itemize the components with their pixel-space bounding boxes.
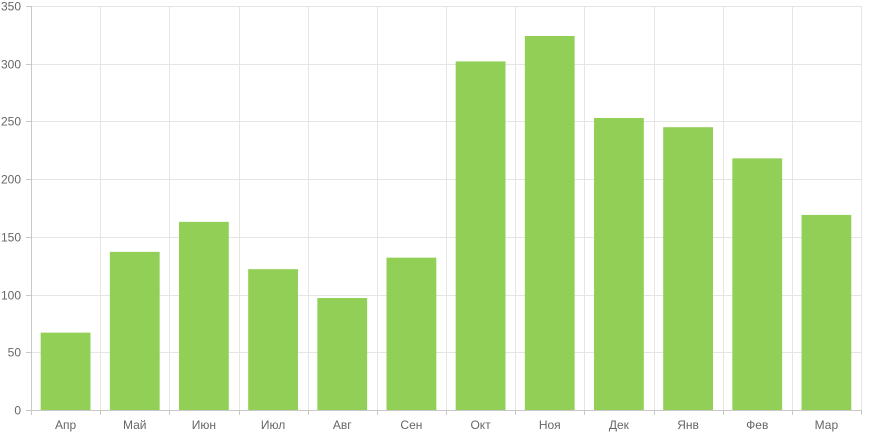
x-tick-label: Дек	[609, 418, 630, 432]
x-tick-label: Июн	[192, 418, 216, 432]
bar-2	[109, 251, 160, 410]
y-tick-label: 0	[14, 404, 21, 418]
x-tick-label: Авг	[333, 418, 352, 432]
chart-grid	[31, 6, 862, 411]
y-tick-label: 100	[1, 289, 21, 303]
y-tick-label: 50	[8, 346, 22, 360]
x-tick-label: Мар	[815, 418, 839, 432]
x-axis-tick-labels: Апр Май Июн Июл Авг Сен Окт Ноя Дек Янв Фев Мар	[55, 418, 838, 432]
bar-9	[594, 117, 644, 411]
bar-6	[386, 257, 437, 410]
y-tick-label: 150	[1, 231, 21, 245]
bar-12	[801, 214, 852, 410]
y-tick-label: 300	[1, 58, 21, 72]
bar-7	[455, 61, 506, 411]
x-tick-label: Июл	[261, 418, 285, 432]
x-tick-label: Ноя	[539, 418, 561, 432]
chart-bars	[40, 36, 852, 411]
bar-10	[663, 127, 713, 410]
bar-8	[524, 36, 575, 411]
x-tick-label: Янв	[677, 418, 699, 432]
x-tick-label: Окт	[470, 418, 491, 432]
y-tick-label: 200	[1, 173, 21, 187]
y-tick-label: 350	[1, 0, 21, 14]
bar-3	[179, 221, 229, 410]
x-tick-label: Апр	[55, 418, 77, 432]
x-tick-label: Май	[123, 418, 147, 432]
x-tick-label: Фев	[746, 418, 768, 432]
bar-4	[248, 269, 298, 410]
x-tick-label: Сен	[400, 418, 422, 432]
y-axis-tick-labels: 0 50 100 150 200 250 300 350	[1, 0, 21, 418]
bar-1	[40, 332, 91, 410]
bar-11	[732, 158, 783, 410]
chart-axes	[26, 6, 862, 415]
bar-5	[317, 298, 368, 410]
y-tick-label: 250	[1, 115, 21, 129]
